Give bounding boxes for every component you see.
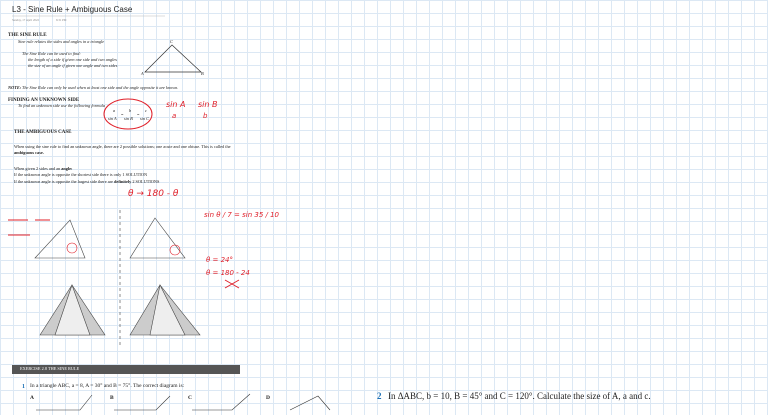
- handwriting: sin A: [166, 100, 186, 109]
- banner-text: EXERCISE 2.8 THE SINE RULE: [20, 366, 80, 371]
- option: C: [188, 395, 192, 401]
- heading: FINDING AN UNKNOWN SIDE: [8, 98, 80, 103]
- vertex-label: B: [201, 71, 204, 76]
- time: 6:31 PM: [56, 18, 67, 22]
- text: Sine rule relates the sides and angles i…: [18, 39, 105, 44]
- handwriting: b: [203, 112, 208, 120]
- question-number: 2: [377, 391, 382, 401]
- triangle: [144, 44, 202, 73]
- date: Sunday, 17 April 2022: [12, 18, 39, 22]
- page-title: L3 - Sine Rule + Ambiguous Case: [12, 5, 133, 14]
- list-item: If the unknown angle is opposite the sho…: [14, 172, 148, 177]
- question: In a triangle ABC, a = 8, A = 30° and B …: [30, 383, 185, 389]
- formula: sin B: [124, 116, 133, 121]
- option: D: [266, 395, 270, 401]
- formula: =: [121, 112, 124, 117]
- heading: THE SINE RULE: [8, 33, 47, 38]
- formula: b: [129, 108, 132, 113]
- question-number: 1: [22, 384, 25, 390]
- red-marks: [8, 219, 240, 289]
- handwriting: sin θ / 7 = sin 35 / 10: [204, 211, 279, 219]
- paragraph: When using the sine rule to find an unkn…: [14, 144, 246, 156]
- red-circle: [103, 98, 153, 130]
- formula: sin A: [108, 116, 117, 121]
- handwriting: θ = 24°: [206, 256, 234, 264]
- heading: THE AMBIGUOUS CASE: [14, 130, 72, 135]
- text: If the unknown angle is opposite the lar…: [14, 179, 113, 184]
- text: 2 SOLUTIONS: [132, 179, 160, 184]
- note-label: NOTE:: [8, 85, 22, 90]
- handwriting: θ → 180 - θ: [128, 189, 179, 199]
- handwriting: θ = 180 - 24: [206, 269, 250, 277]
- text: The Sine Rule can be used to find:: [22, 51, 81, 56]
- text: When using the sine rule to find an unkn…: [14, 144, 231, 149]
- option: A: [30, 395, 34, 401]
- handwriting: sin B: [198, 100, 218, 109]
- paragraph: When given 2 sides and an angle:: [14, 166, 73, 171]
- handwriting: a: [172, 112, 177, 120]
- formula: sin C: [140, 116, 149, 121]
- vertex-label: C: [170, 39, 173, 44]
- note: The Sine Rule can only be used when at l…: [22, 85, 179, 90]
- text: When given 2 sides and an: [14, 166, 61, 171]
- formula: c: [145, 108, 147, 113]
- text: definitely: [114, 179, 132, 184]
- formula: =: [137, 112, 140, 117]
- list-item: the length of a side if given one side a…: [28, 57, 117, 62]
- list-item: If the unknown angle is opposite the lar…: [14, 179, 160, 184]
- text: To find an unknown side use the followin…: [18, 103, 105, 108]
- option: B: [110, 395, 114, 401]
- question: In ΔABC, b = 10, B = 45° and C = 120°. C…: [388, 391, 651, 401]
- formula: a: [113, 108, 116, 113]
- text: ambiguous case.: [14, 150, 44, 156]
- sketches: [34, 210, 201, 345]
- text: angle:: [61, 166, 73, 171]
- exercise-banner: [12, 365, 240, 374]
- vertex-label: A: [141, 71, 144, 76]
- list-item: the size of an angle if given one angle …: [28, 63, 118, 68]
- option-diagrams: [36, 393, 331, 411]
